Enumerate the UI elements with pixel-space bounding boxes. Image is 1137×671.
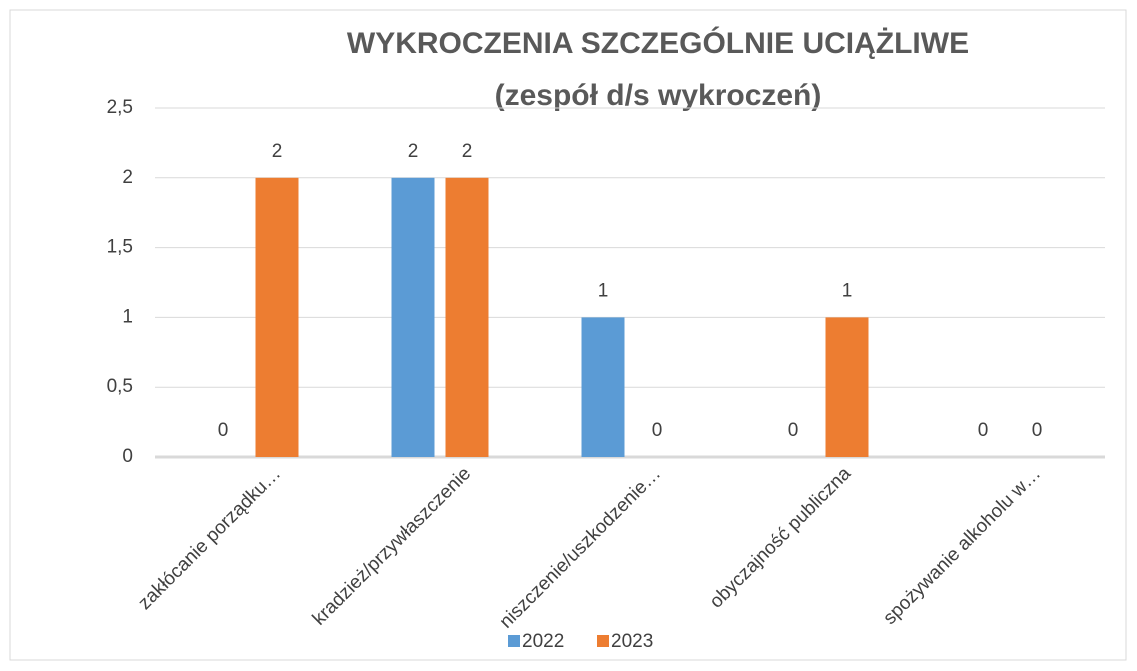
data-label: 1 [842,280,853,301]
bar [825,317,869,457]
y-tick-label: 0 [122,446,133,467]
data-label: 2 [408,141,419,162]
data-label: 0 [978,420,989,441]
chart-subtitle: (zespół d/s wykroczeń) [495,79,822,112]
y-tick-label: 2,5 [107,97,133,118]
chart-title: WYKROCZENIA SZCZEGÓLNIE UCIĄŻLIWE [347,26,969,60]
y-tick-label: 1 [122,306,133,327]
data-label: 0 [652,420,663,441]
bar [445,177,489,458]
legend-label: 2022 [522,631,564,652]
bar [255,177,299,458]
bar [581,317,625,457]
data-label: 0 [218,420,229,441]
y-tick-label: 0,5 [107,376,133,397]
legend-swatch [508,635,520,647]
data-label: 0 [1032,420,1043,441]
legend-swatch [597,635,609,647]
data-label: 2 [462,141,473,162]
data-label: 2 [272,141,283,162]
y-tick-label: 2 [122,167,133,188]
chart-frame [9,9,1127,661]
legend-label: 2023 [611,631,653,652]
bar [391,177,435,458]
y-tick-label: 1,5 [107,237,133,258]
data-label: 0 [788,420,799,441]
data-label: 1 [598,280,609,301]
